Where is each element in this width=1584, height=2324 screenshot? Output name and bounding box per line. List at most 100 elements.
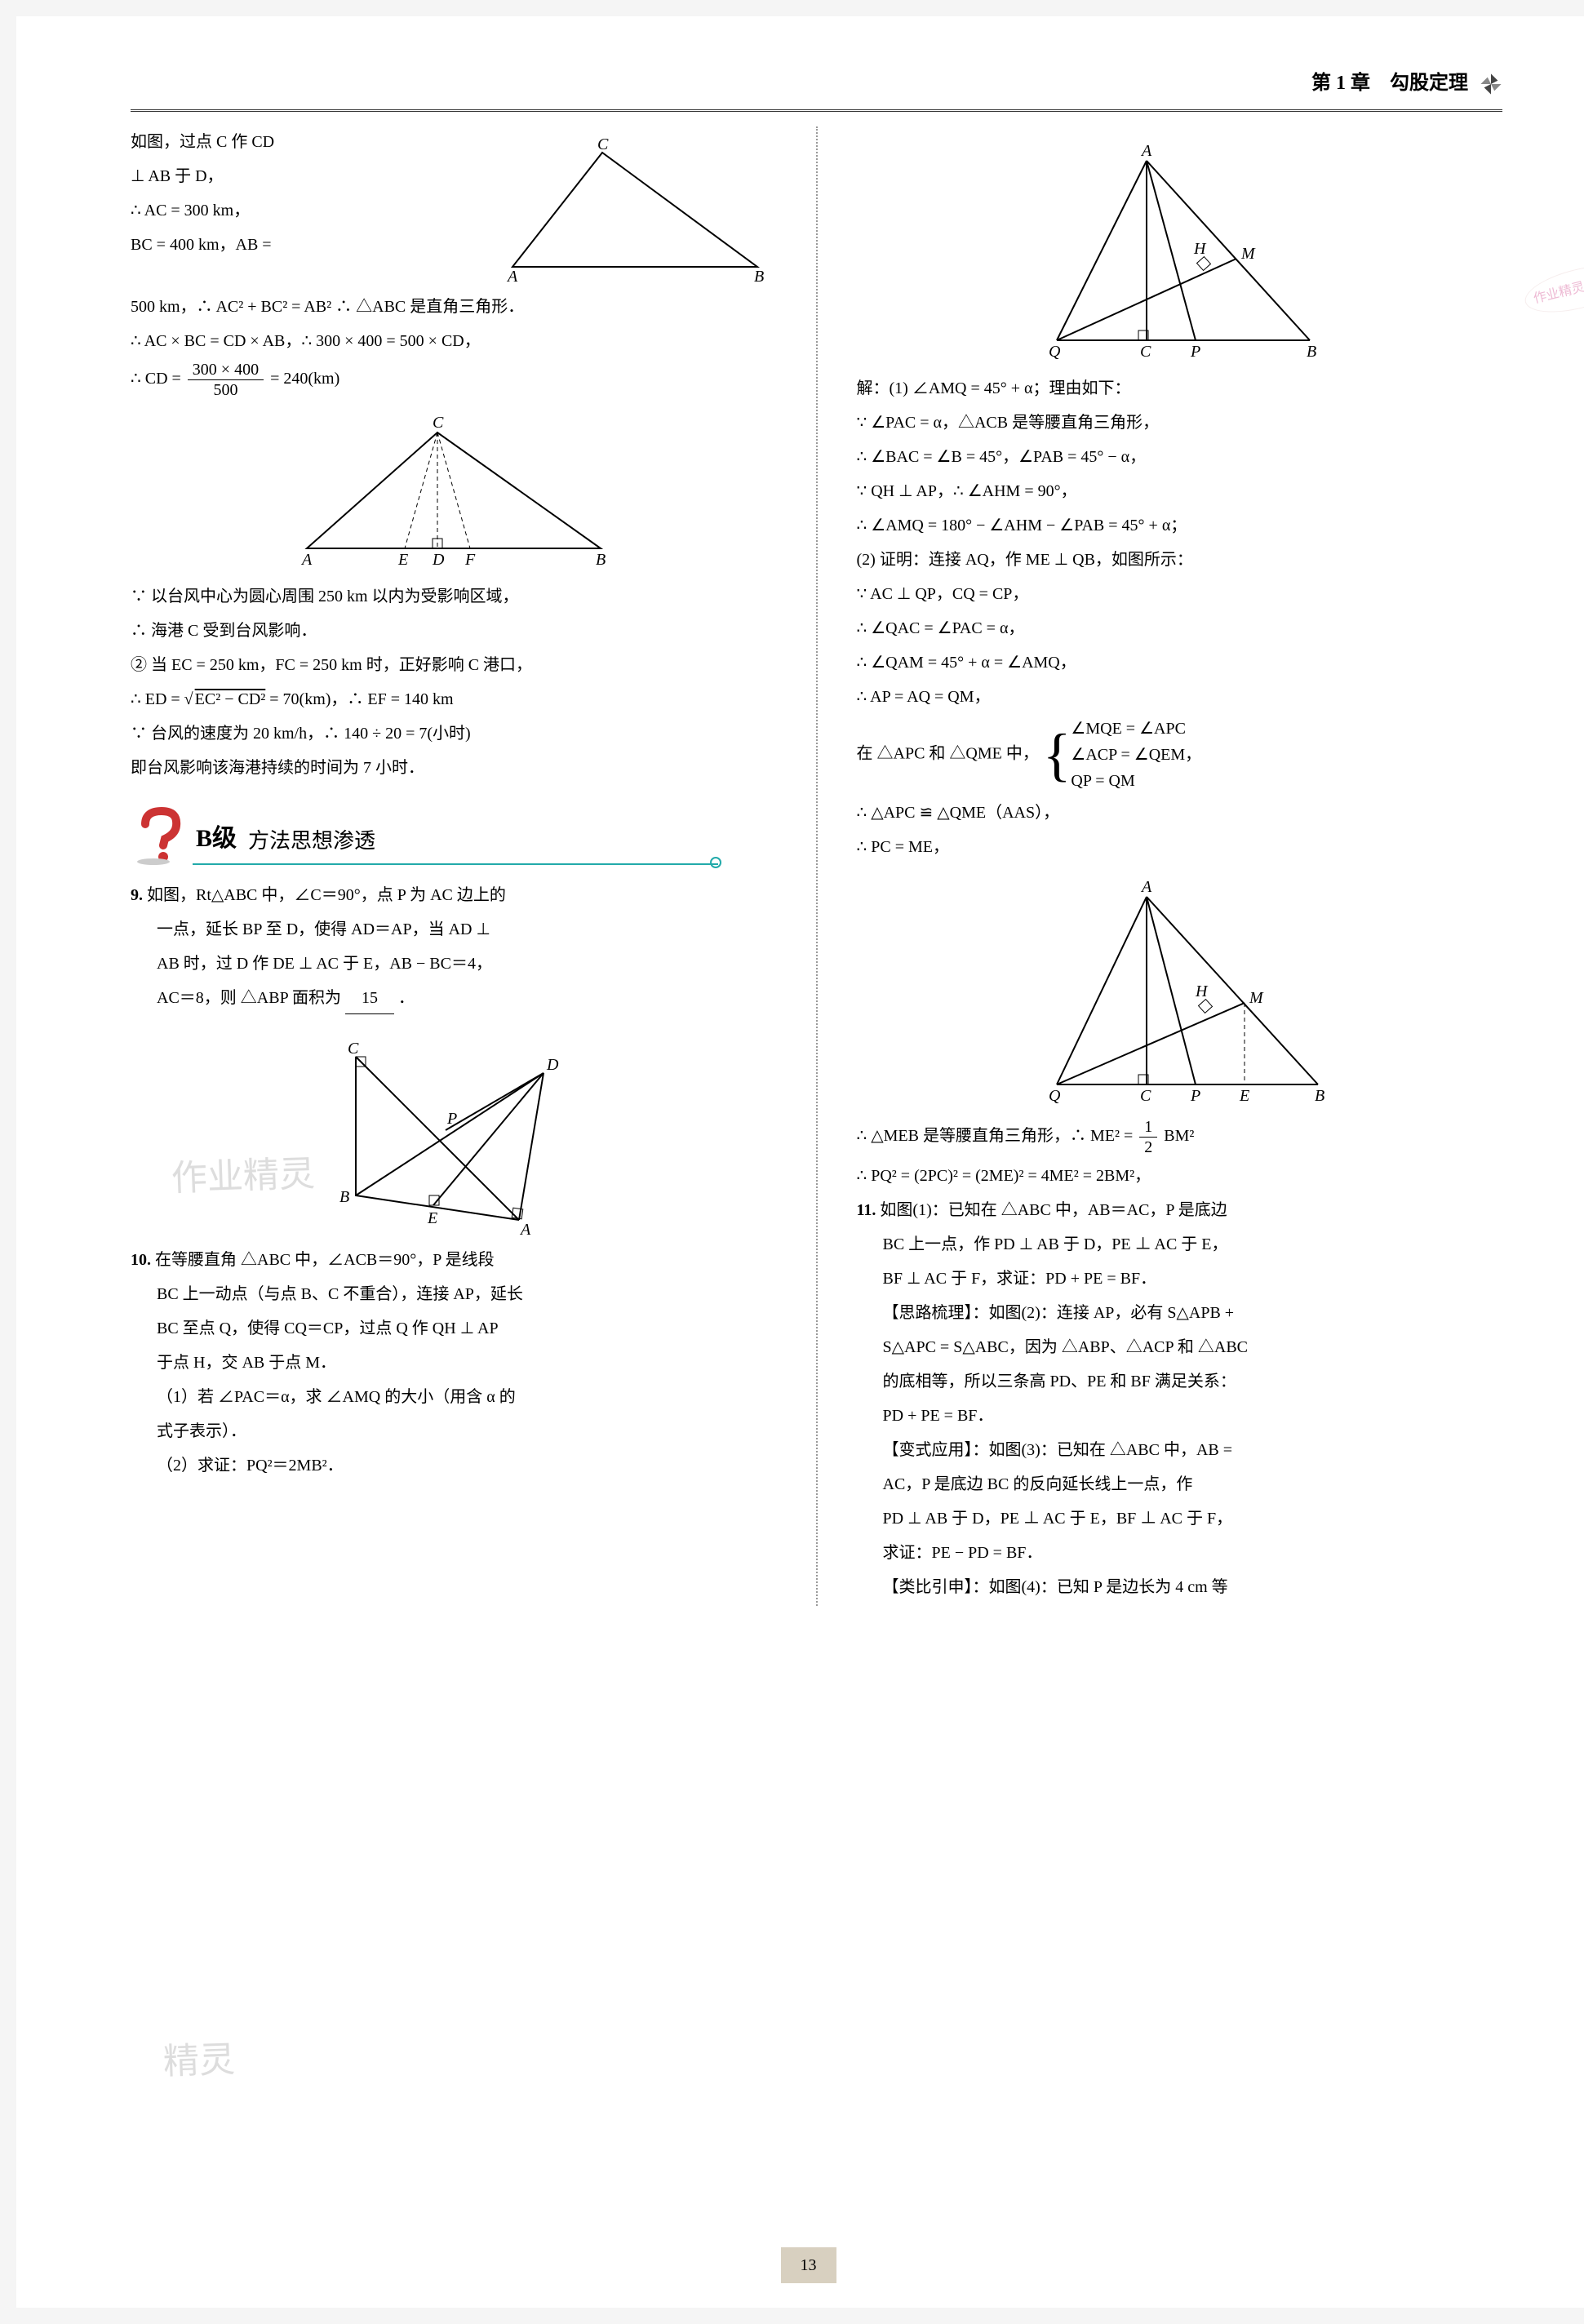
- fraction-denominator: 500: [188, 380, 264, 400]
- text-line: BC 上一点，作 PD ⊥ AB 于 D，PE ⊥ AC 于 E，: [857, 1229, 1503, 1260]
- congr-prefix: 在 △APC 和 △QME 中，: [857, 744, 1039, 762]
- text-line: （2）求证：PQ²＝2MB²．: [131, 1450, 777, 1481]
- question-mark-icon: [131, 806, 188, 865]
- text-line: 于点 H，交 AB 于点 M．: [131, 1347, 777, 1378]
- text-line: ∴ AC × BC = CD × AB，∴ 300 × 400 = 500 × …: [131, 326, 777, 357]
- fraction-numerator: 1: [1139, 1117, 1157, 1138]
- text-line: BC 上一动点（与点 B、C 不重合），连接 AP，延长: [131, 1279, 777, 1310]
- eq-prefix: ∴ ED = √: [131, 690, 193, 708]
- fig-label-a: A: [506, 268, 518, 283]
- text-line: 如图(4)：已知 P 是边长为 4 cm 等: [989, 1578, 1228, 1596]
- brace-line: ∠MQE = ∠APC: [1071, 716, 1201, 742]
- period: ．: [398, 989, 415, 1007]
- text-line: ∴ ∠AMQ = 180° − ∠AHM − ∠PAB = 45° + α；: [857, 510, 1503, 541]
- eq-suffix: = 240(km): [270, 370, 339, 388]
- fig-label-b: B: [339, 1188, 349, 1206]
- text-line: BF ⊥ AC 于 F，求证：PD + PE = BF．: [857, 1263, 1503, 1294]
- fig-label-c: C: [597, 136, 609, 153]
- two-column-layout: 如图，过点 C 作 CD ⊥ AB 于 D， ∴ AC = 300 km， BC…: [131, 126, 1502, 1606]
- fig-label-d: D: [546, 1056, 559, 1074]
- eq-suffix: BM²: [1164, 1127, 1194, 1145]
- triangle-abc-figure: A B C: [496, 136, 774, 283]
- text-line: 500 km，∴ AC² + BC² = AB² ∴ △ABC 是直角三角形．: [131, 291, 777, 322]
- equation-line: ∴ CD = 300 × 400 500 = 240(km): [131, 360, 777, 400]
- fig-label-b: B: [596, 551, 606, 569]
- text-line: ∴ 海港 C 受到台风影响．: [131, 615, 777, 646]
- fig-label-p: P: [1190, 343, 1200, 361]
- text-line: 如图(2)：连接 AP，必有 S△APB +: [989, 1304, 1235, 1322]
- text-line: 解：(1) ∠AMQ = 45° + α；理由如下：: [857, 373, 1503, 404]
- text-line: 的底相等，所以三条高 PD、PE 和 BF 满足关系：: [857, 1366, 1503, 1397]
- text-line: ∵ AC ⊥ QP，CQ = CP，: [857, 579, 1503, 610]
- brace-line: ∠ACP = ∠QEM，: [1071, 742, 1201, 768]
- text-line: AC＝8，则 △ABP 面积为 15 ．: [131, 982, 777, 1014]
- q9-figure: C B A D P E: [307, 1024, 601, 1236]
- section-header: B级 方法思想渗透: [131, 806, 777, 865]
- page-header: 第 1 章 勾股定理: [131, 65, 1502, 112]
- text-line: ∴ AC = 300 km，: [131, 195, 479, 226]
- leibi-label: 【类比引申】：: [883, 1578, 989, 1596]
- fraction: 1 2: [1139, 1117, 1157, 1157]
- fig-label-b: B: [1307, 343, 1316, 361]
- bianshi-label: 【变式应用】：: [883, 1441, 989, 1459]
- fig-label-m: M: [1249, 989, 1264, 1007]
- fig-label-b: B: [1315, 1087, 1324, 1105]
- sqrt-expr: EC² − CD²: [193, 690, 266, 708]
- pinwheel-icon: [1480, 73, 1502, 95]
- text-line: 如图(1)：已知在 △ABC 中，AB＝AC，P 是底边: [880, 1201, 1227, 1219]
- text-line: 在等腰直角 △ABC 中，∠ACB＝90°，P 是线段: [155, 1251, 495, 1269]
- text-line: 一点，延长 BP 至 D，使得 AD＝AP，当 AD ⊥: [131, 914, 777, 945]
- fig-label-e: E: [397, 551, 408, 569]
- text-line: 如图，过点 C 作 CD: [131, 126, 479, 157]
- fraction: 300 × 400 500: [188, 360, 264, 400]
- text-line: (2) 证明：连接 AQ，作 ME ⊥ QB，如图所示：: [857, 544, 1503, 575]
- fig-label-a: A: [1140, 878, 1152, 896]
- text-line: PD + PE = BF．: [857, 1400, 1503, 1431]
- question-9: 9. 如图，Rt△ABC 中，∠C＝90°，点 P 为 AC 边上的 一点，延长…: [131, 880, 777, 1236]
- congruence-line: 在 △APC 和 △QME 中， { ∠MQE = ∠APC ∠ACP = ∠Q…: [857, 716, 1503, 794]
- fig-label-d: D: [432, 551, 445, 569]
- right-column: A Q C P B H M 解：(1) ∠AMQ = 45° + α；理由如下：…: [857, 126, 1503, 1606]
- left-column: 如图，过点 C 作 CD ⊥ AB 于 D， ∴ AC = 300 km， BC…: [131, 126, 777, 1606]
- right-top-figure: A Q C P B H M: [1008, 136, 1351, 365]
- triangle-aedfb-figure: A E D F B C: [282, 410, 625, 573]
- text-line: ∵ ∠PAC = α，△ACB 是等腰直角三角形，: [857, 407, 1503, 438]
- text-line: AC，P 是底边 BC 的反向延长线上一点，作: [857, 1469, 1503, 1500]
- fig-label-p: P: [1190, 1087, 1200, 1105]
- text-line: ② 当 EC = 250 km，FC = 250 km 时，正好影响 C 港口，: [131, 650, 777, 681]
- eq-prefix: ∴ △MEB 是等腰直角三角形，∴ ME² =: [857, 1127, 1138, 1145]
- fig-label-a: A: [300, 551, 313, 569]
- page-number: 13: [781, 2247, 836, 2283]
- fig-label-a: A: [1140, 142, 1152, 160]
- fig-label-h: H: [1195, 982, 1209, 1000]
- right-mid-figure: A Q C P E B H M: [1008, 872, 1351, 1109]
- text-line: PD ⊥ AB 于 D，PE ⊥ AC 于 E，BF ⊥ AC 于 F，: [857, 1503, 1503, 1534]
- fraction-numerator: 300 × 400: [188, 360, 264, 380]
- fig-label-c: C: [348, 1040, 359, 1058]
- text-line: ∴ △APC ≌ △QME（AAS），: [857, 797, 1503, 828]
- text-line: 如图，Rt△ABC 中，∠C＝90°，点 P 为 AC 边上的: [147, 886, 506, 904]
- column-divider: [816, 126, 818, 1606]
- text-line: 求证：PE − PD = BF．: [857, 1537, 1503, 1568]
- section-subtitle: 方法思想渗透: [240, 821, 718, 864]
- page: 作业精灵小助手 第 1 章 勾股定理 如图，过点 C 作 CD ⊥ AB 于 D…: [16, 16, 1584, 2308]
- text-line: ∴ PC = ME，: [857, 832, 1503, 863]
- stamp-watermark: 作业精灵小助手: [1520, 257, 1584, 322]
- text-line: AB 时，过 D 作 DE ⊥ AC 于 E，AB − BC＝4，: [131, 948, 777, 979]
- fig-label-b: B: [754, 268, 764, 283]
- text-line: 如图(3)：已知在 △ABC 中，AB =: [989, 1441, 1233, 1459]
- fig-label-q: Q: [1049, 343, 1061, 361]
- fig-label-p: P: [446, 1110, 457, 1128]
- section-badge: B级: [193, 815, 240, 865]
- text-line: 即台风影响该海港持续的时间为 7 小时．: [131, 752, 777, 783]
- watermark-text: 精灵: [162, 2026, 237, 2097]
- question-number: 11.: [857, 1201, 876, 1219]
- text-line: ⊥ AB 于 D，: [131, 161, 479, 192]
- fig-label-c: C: [1140, 1087, 1151, 1105]
- fig-label-c: C: [1140, 343, 1151, 361]
- brace-line: QP = QM: [1071, 768, 1201, 794]
- text-line: ∴ ∠QAM = 45° + α = ∠AMQ，: [857, 647, 1503, 678]
- eq-prefix: ∴ CD =: [131, 370, 185, 388]
- text-line: ∵ 台风的速度为 20 km/h，∴ 140 ÷ 20 = 7(小时): [131, 718, 777, 749]
- answer-blank: 15: [345, 982, 394, 1014]
